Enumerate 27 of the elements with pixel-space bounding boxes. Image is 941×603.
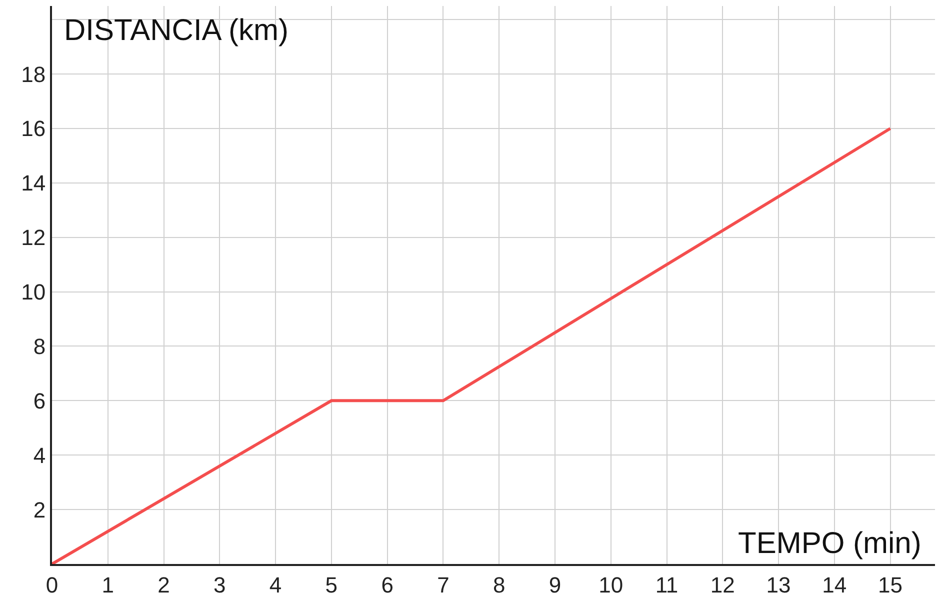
x-tick-label: 11 (655, 572, 678, 598)
x-tick-label: 2 (158, 572, 170, 598)
x-tick-label: 5 (325, 572, 338, 598)
y-tick-label: 2 (33, 497, 46, 522)
y-axis-title: DISTANCIA (km) (64, 14, 288, 47)
x-tick-label: 14 (822, 572, 847, 598)
y-tick-label: 18 (21, 62, 46, 87)
x-tick-label: 3 (214, 572, 226, 598)
x-tick-label: 6 (381, 572, 394, 598)
x-tick-label: 9 (548, 572, 562, 598)
x-tick-label: 0 (46, 572, 58, 598)
x-axis-title: TEMPO (min) (738, 527, 922, 560)
y-tick-label: 16 (21, 116, 46, 142)
x-tick-label: 4 (269, 572, 282, 598)
y-tick-label: 12 (21, 225, 46, 250)
y-tick-label: 10 (21, 280, 46, 304)
y-tick-label: 4 (33, 442, 46, 468)
x-tick-label: 7 (437, 572, 450, 598)
y-tick-label: 8 (33, 334, 46, 359)
y-tick-label: 14 (21, 170, 46, 196)
y-tick-label: 6 (33, 388, 46, 414)
x-tick-label: 1 (102, 572, 114, 598)
x-tick-label: 10 (598, 572, 624, 598)
x-tick-label: 15 (878, 572, 903, 598)
x-tick-label: 12 (710, 572, 735, 598)
x-tick-label: 8 (492, 572, 506, 598)
x-tick-label: 13 (766, 572, 791, 598)
